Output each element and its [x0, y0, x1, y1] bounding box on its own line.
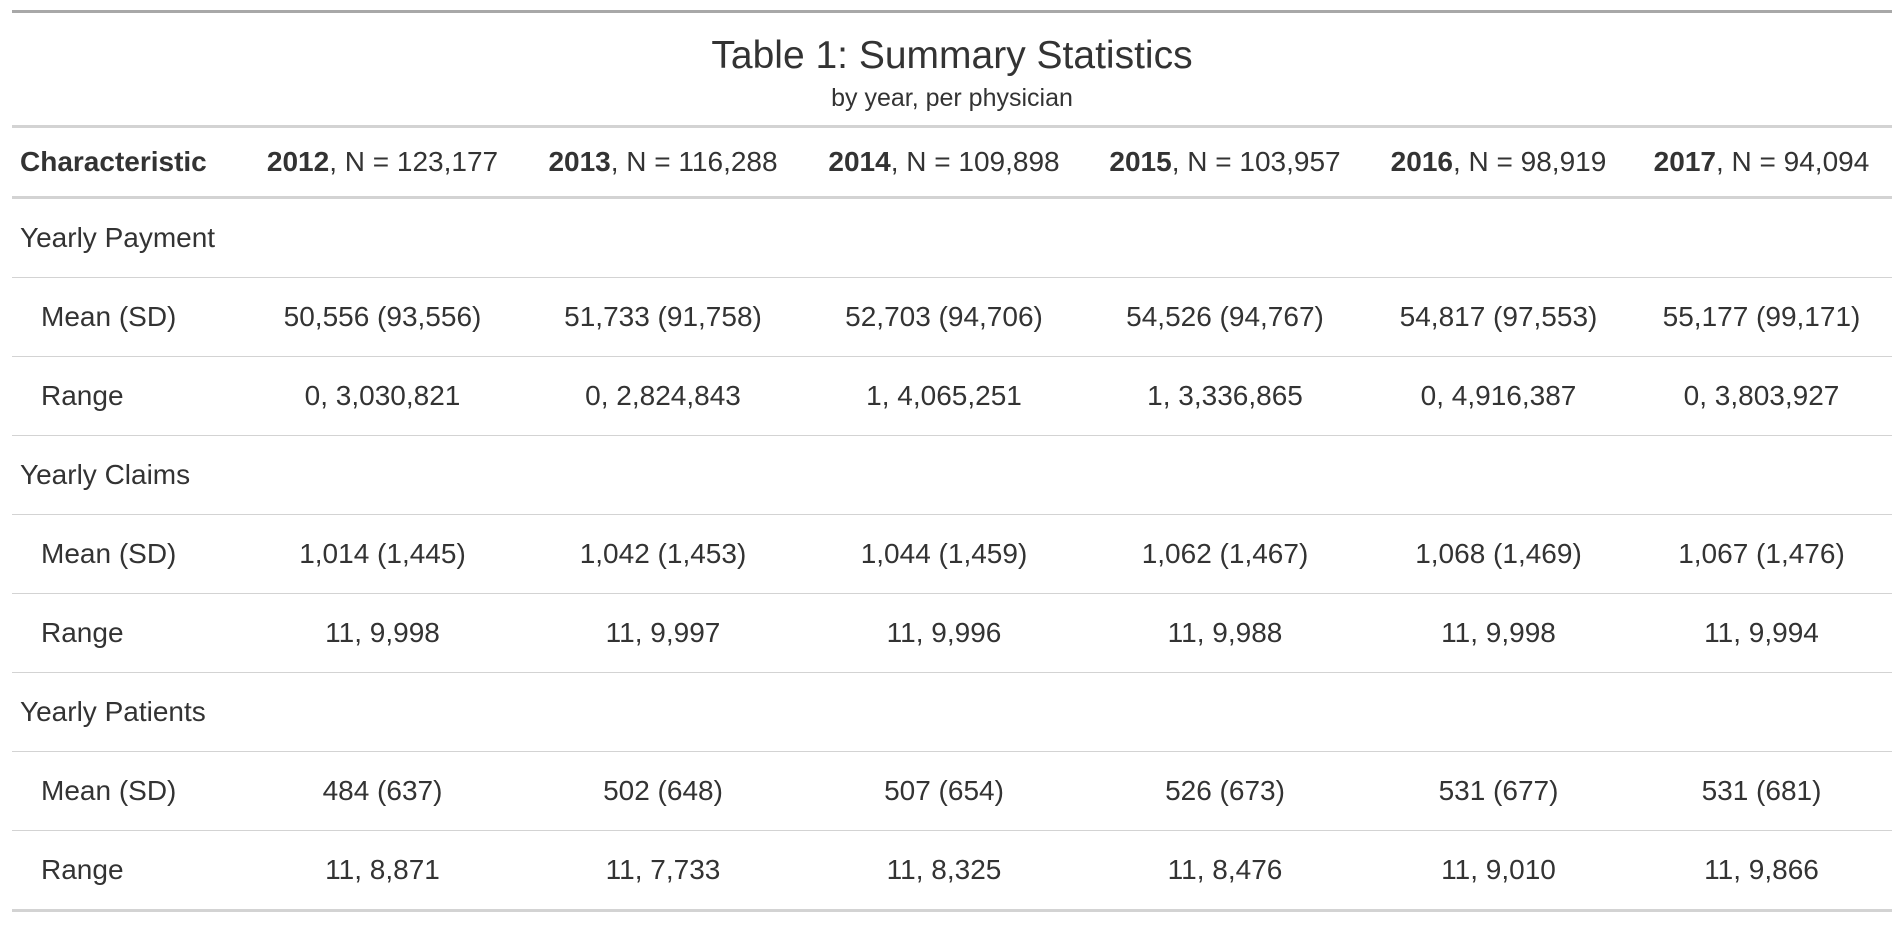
cell: 1, 3,336,865 — [1084, 356, 1366, 436]
cell: 1, 4,065,251 — [804, 356, 1084, 436]
cell: 11, 8,325 — [804, 830, 1084, 912]
header-cell: 2014, N = 109,898 — [804, 126, 1084, 199]
cell: 1,042 (1,453) — [522, 514, 804, 594]
cell: 11, 8,871 — [243, 830, 522, 912]
stat-row: Range 11, 9,998 11, 9,997 11, 9,996 11, 9,98… — [12, 593, 1892, 673]
cell: 11, 9,994 — [1631, 593, 1892, 673]
header-row: Characteristic 2012, N = 123,177 2013, N … — [12, 126, 1892, 199]
row-label: Range — [12, 593, 243, 673]
header-cell: 2012, N = 123,177 — [243, 126, 522, 199]
header-n: , N = 103,957 — [1171, 146, 1341, 177]
cell: 1,067 (1,476) — [1631, 514, 1892, 594]
cell: 11, 9,998 — [1366, 593, 1631, 673]
group-label: Yearly Payment — [12, 197, 1892, 278]
row-label: Mean (SD) — [12, 751, 243, 831]
row-label: Mean (SD) — [12, 277, 243, 357]
header-cell: Characteristic — [12, 126, 243, 199]
cell: 531 (681) — [1631, 751, 1892, 831]
header-year: 2017 — [1653, 146, 1716, 177]
table-container: Table 1: Summary Statistics by year, per… — [12, 10, 1892, 912]
cell: 11, 9,010 — [1366, 830, 1631, 912]
table-subtitle: by year, per physician — [831, 84, 1073, 112]
cell: 484 (637) — [243, 751, 522, 831]
cell: 51,733 (91,758) — [522, 277, 804, 357]
header-year: 2015 — [1109, 146, 1172, 177]
header-n: , N = 109,898 — [890, 146, 1060, 177]
header-cell: 2017, N = 94,094 — [1631, 126, 1892, 199]
cell: 11, 9,988 — [1084, 593, 1366, 673]
cell: 1,044 (1,459) — [804, 514, 1084, 594]
header-year: 2013 — [548, 146, 611, 177]
cell: 11, 8,476 — [1084, 830, 1366, 912]
group-row: Yearly Patients — [12, 672, 1892, 752]
table-header: Characteristic 2012, N = 123,177 2013, N … — [12, 126, 1892, 199]
cell: 11, 9,998 — [243, 593, 522, 673]
header-cell: 2015, N = 103,957 — [1084, 126, 1366, 199]
row-label: Range — [12, 830, 243, 912]
header-cell: 2016, N = 98,919 — [1366, 126, 1631, 199]
header-n: , N = 94,094 — [1715, 146, 1870, 177]
stat-row: Mean (SD) 484 (637) 502 (648) 507 (654) 526 … — [12, 751, 1892, 831]
cell: 11, 9,996 — [804, 593, 1084, 673]
cell: 0, 3,030,821 — [243, 356, 522, 436]
cell: 50,556 (93,556) — [243, 277, 522, 357]
cell: 54,817 (97,553) — [1366, 277, 1631, 357]
summary-table: Characteristic 2012, N = 123,177 2013, N … — [12, 125, 1892, 912]
cell: 1,068 (1,469) — [1366, 514, 1631, 594]
cell: 507 (654) — [804, 751, 1084, 831]
cell: 1,014 (1,445) — [243, 514, 522, 594]
cell: 11, 9,866 — [1631, 830, 1892, 912]
cell: 526 (673) — [1084, 751, 1366, 831]
stat-row: Range 0, 3,030,821 0, 2,824,843 1, 4,065,25… — [12, 356, 1892, 436]
stat-row: Range 11, 8,871 11, 7,733 11, 8,325 11, 8,47… — [12, 830, 1892, 912]
header-year: 2012 — [266, 146, 330, 177]
stat-row: Mean (SD) 1,014 (1,445) 1,042 (1,453) 1,044… — [12, 514, 1892, 594]
group-row: Yearly Claims — [12, 435, 1892, 515]
header-n: , N = 123,177 — [329, 146, 499, 177]
row-label: Mean (SD) — [12, 514, 243, 594]
cell: 0, 4,916,387 — [1366, 356, 1631, 436]
header-cell: 2013, N = 116,288 — [522, 126, 804, 199]
row-label: Range — [12, 356, 243, 436]
cell: 52,703 (94,706) — [804, 277, 1084, 357]
cell: 55,177 (99,171) — [1631, 277, 1892, 357]
cell: 11, 7,733 — [522, 830, 804, 912]
stat-row: Mean (SD) 50,556 (93,556) 51,733 (91,758) 5… — [12, 277, 1892, 357]
cell: 0, 3,803,927 — [1631, 356, 1892, 436]
cell: 11, 9,997 — [522, 593, 804, 673]
table-body: Yearly Payment Mean (SD) 50,556 (93,556) 51… — [12, 197, 1892, 912]
group-row: Yearly Payment — [12, 197, 1892, 278]
cell: 1,062 (1,467) — [1084, 514, 1366, 594]
cell: 0, 2,824,843 — [522, 356, 804, 436]
header-year: 2014 — [828, 146, 891, 177]
group-label: Yearly Claims — [12, 435, 1892, 515]
cell: 502 (648) — [522, 751, 804, 831]
header-n: , N = 98,919 — [1452, 146, 1607, 177]
table-title: Table 1: Summary Statistics — [711, 34, 1193, 77]
group-label: Yearly Patients — [12, 672, 1892, 752]
cell: 54,526 (94,767) — [1084, 277, 1366, 357]
header-n: , N = 116,288 — [610, 146, 778, 177]
header-year: 2016 — [1390, 146, 1453, 177]
cell: 531 (677) — [1366, 751, 1631, 831]
